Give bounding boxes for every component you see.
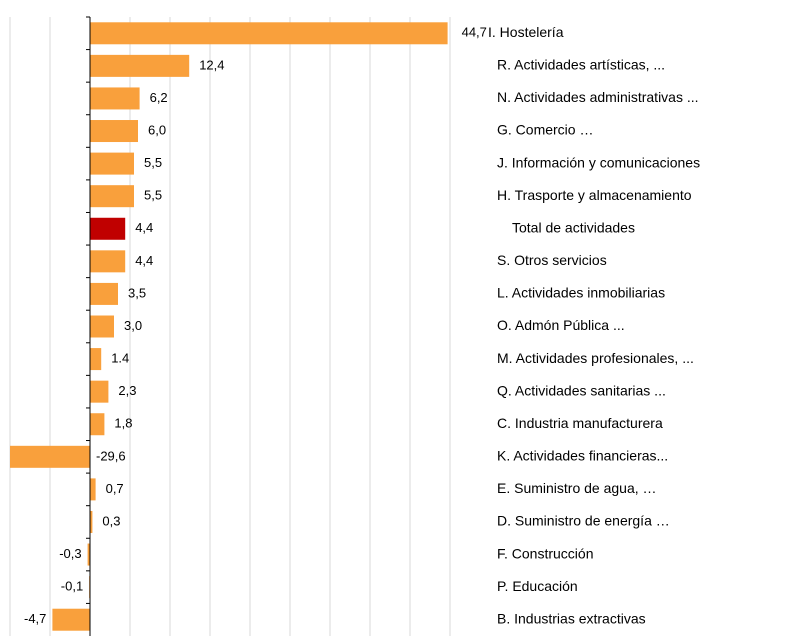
bar xyxy=(90,510,93,533)
category-label: N. Actividades administrativas ... xyxy=(497,89,699,105)
bar xyxy=(90,250,126,273)
bar xyxy=(90,185,134,208)
category-label: I. Hostelería xyxy=(488,24,564,40)
grid xyxy=(9,17,451,636)
bar xyxy=(87,543,90,566)
bar xyxy=(90,54,190,77)
category-label: C. Industria manufacturera xyxy=(497,415,663,431)
category-label: F. Construcción xyxy=(497,545,593,561)
value-label: -0,1 xyxy=(61,579,83,594)
bar xyxy=(90,282,118,305)
bar xyxy=(90,152,134,175)
value-label: 1.4 xyxy=(111,351,129,366)
bar xyxy=(90,120,138,143)
category-label: M. Actividades profesionales, ... xyxy=(497,350,694,366)
bar xyxy=(90,22,448,45)
category-label: Q. Actividades sanitarias ... xyxy=(497,382,666,398)
category-label: E. Suministro de agua, … xyxy=(497,480,657,496)
value-label: 6,2 xyxy=(150,90,168,105)
value-label: 5,5 xyxy=(144,155,162,170)
bar xyxy=(90,315,114,338)
value-label: 4,4 xyxy=(135,253,153,268)
bar xyxy=(90,380,109,403)
category-label: O. Admón Pública ... xyxy=(497,317,625,333)
category-label: K. Actividades financieras... xyxy=(497,448,668,464)
value-label: -4,7 xyxy=(24,611,46,626)
bar xyxy=(90,217,126,240)
value-label: 2,3 xyxy=(118,383,136,398)
value-label: 44,7 xyxy=(462,25,487,40)
category-label: S. Otros servicios xyxy=(497,252,607,268)
value-label: 1,8 xyxy=(114,416,132,431)
value-label: 4,4 xyxy=(135,220,153,235)
bars xyxy=(10,22,448,631)
category-label: J. Información y comunicaciones xyxy=(497,154,700,170)
category-label: R. Actividades artísticas, ... xyxy=(497,57,665,73)
category-label: B. Industrias extractivas xyxy=(497,610,646,626)
bar xyxy=(10,445,90,468)
value-label: 0,3 xyxy=(102,513,120,528)
category-label: Total de actividades xyxy=(512,219,635,235)
value-label: 6,0 xyxy=(148,122,166,137)
bar xyxy=(52,608,90,631)
value-label: 5,5 xyxy=(144,188,162,203)
labels: 44,7 I. Hostelería 12,4 R. Actividades artí… xyxy=(24,16,700,636)
value-label: -29,6 xyxy=(96,448,126,463)
value-label: 12,4 xyxy=(199,57,224,72)
bar xyxy=(90,348,102,371)
bar xyxy=(90,87,140,110)
category-label: G. Comercio … xyxy=(497,122,593,138)
bar xyxy=(90,413,105,436)
value-label: 0,7 xyxy=(106,481,124,496)
value-label: 3,5 xyxy=(128,285,146,300)
category-label: H. Trasporte y almacenamiento xyxy=(497,187,692,203)
category-label: D. Suministro de energía … xyxy=(497,513,670,529)
value-label: 3,0 xyxy=(124,318,142,333)
bar xyxy=(90,478,96,501)
value-label: -0,3 xyxy=(59,546,81,561)
category-label: P. Educación xyxy=(497,578,578,594)
category-label: L. Actividades inmobiliarias xyxy=(497,285,665,301)
